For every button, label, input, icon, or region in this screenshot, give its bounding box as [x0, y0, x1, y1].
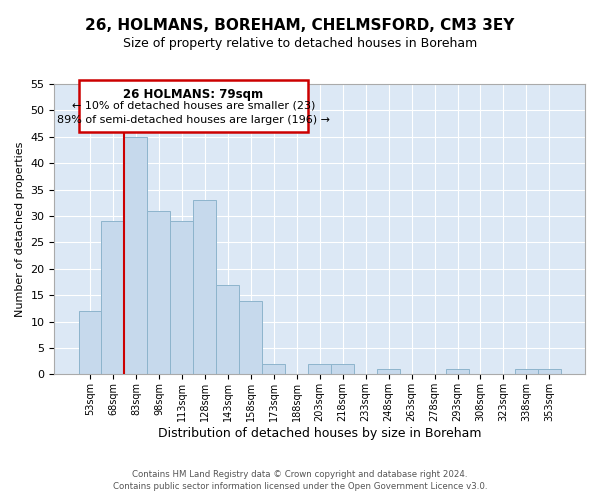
- Bar: [79, 80, 308, 132]
- X-axis label: Distribution of detached houses by size in Boreham: Distribution of detached houses by size …: [158, 427, 481, 440]
- Bar: [377, 369, 400, 374]
- Bar: [515, 369, 538, 374]
- Text: Size of property relative to detached houses in Boreham: Size of property relative to detached ho…: [123, 38, 477, 51]
- Bar: [193, 200, 217, 374]
- Bar: [308, 364, 331, 374]
- Text: 26 HOLMANS: 79sqm: 26 HOLMANS: 79sqm: [124, 88, 263, 101]
- Bar: [217, 284, 239, 374]
- Text: 89% of semi-detached houses are larger (196) →: 89% of semi-detached houses are larger (…: [57, 114, 330, 124]
- Bar: [148, 210, 170, 374]
- Text: Contains public sector information licensed under the Open Government Licence v3: Contains public sector information licen…: [113, 482, 487, 491]
- Bar: [79, 311, 101, 374]
- Bar: [124, 137, 148, 374]
- Text: 26, HOLMANS, BOREHAM, CHELMSFORD, CM3 3EY: 26, HOLMANS, BOREHAM, CHELMSFORD, CM3 3E…: [85, 18, 515, 32]
- Y-axis label: Number of detached properties: Number of detached properties: [15, 142, 25, 317]
- Bar: [446, 369, 469, 374]
- Bar: [170, 222, 193, 374]
- Bar: [262, 364, 285, 374]
- Bar: [538, 369, 561, 374]
- Text: Contains HM Land Registry data © Crown copyright and database right 2024.: Contains HM Land Registry data © Crown c…: [132, 470, 468, 479]
- Bar: [239, 300, 262, 374]
- Text: ← 10% of detached houses are smaller (23): ← 10% of detached houses are smaller (23…: [71, 101, 315, 111]
- Bar: [101, 222, 124, 374]
- Bar: [331, 364, 354, 374]
